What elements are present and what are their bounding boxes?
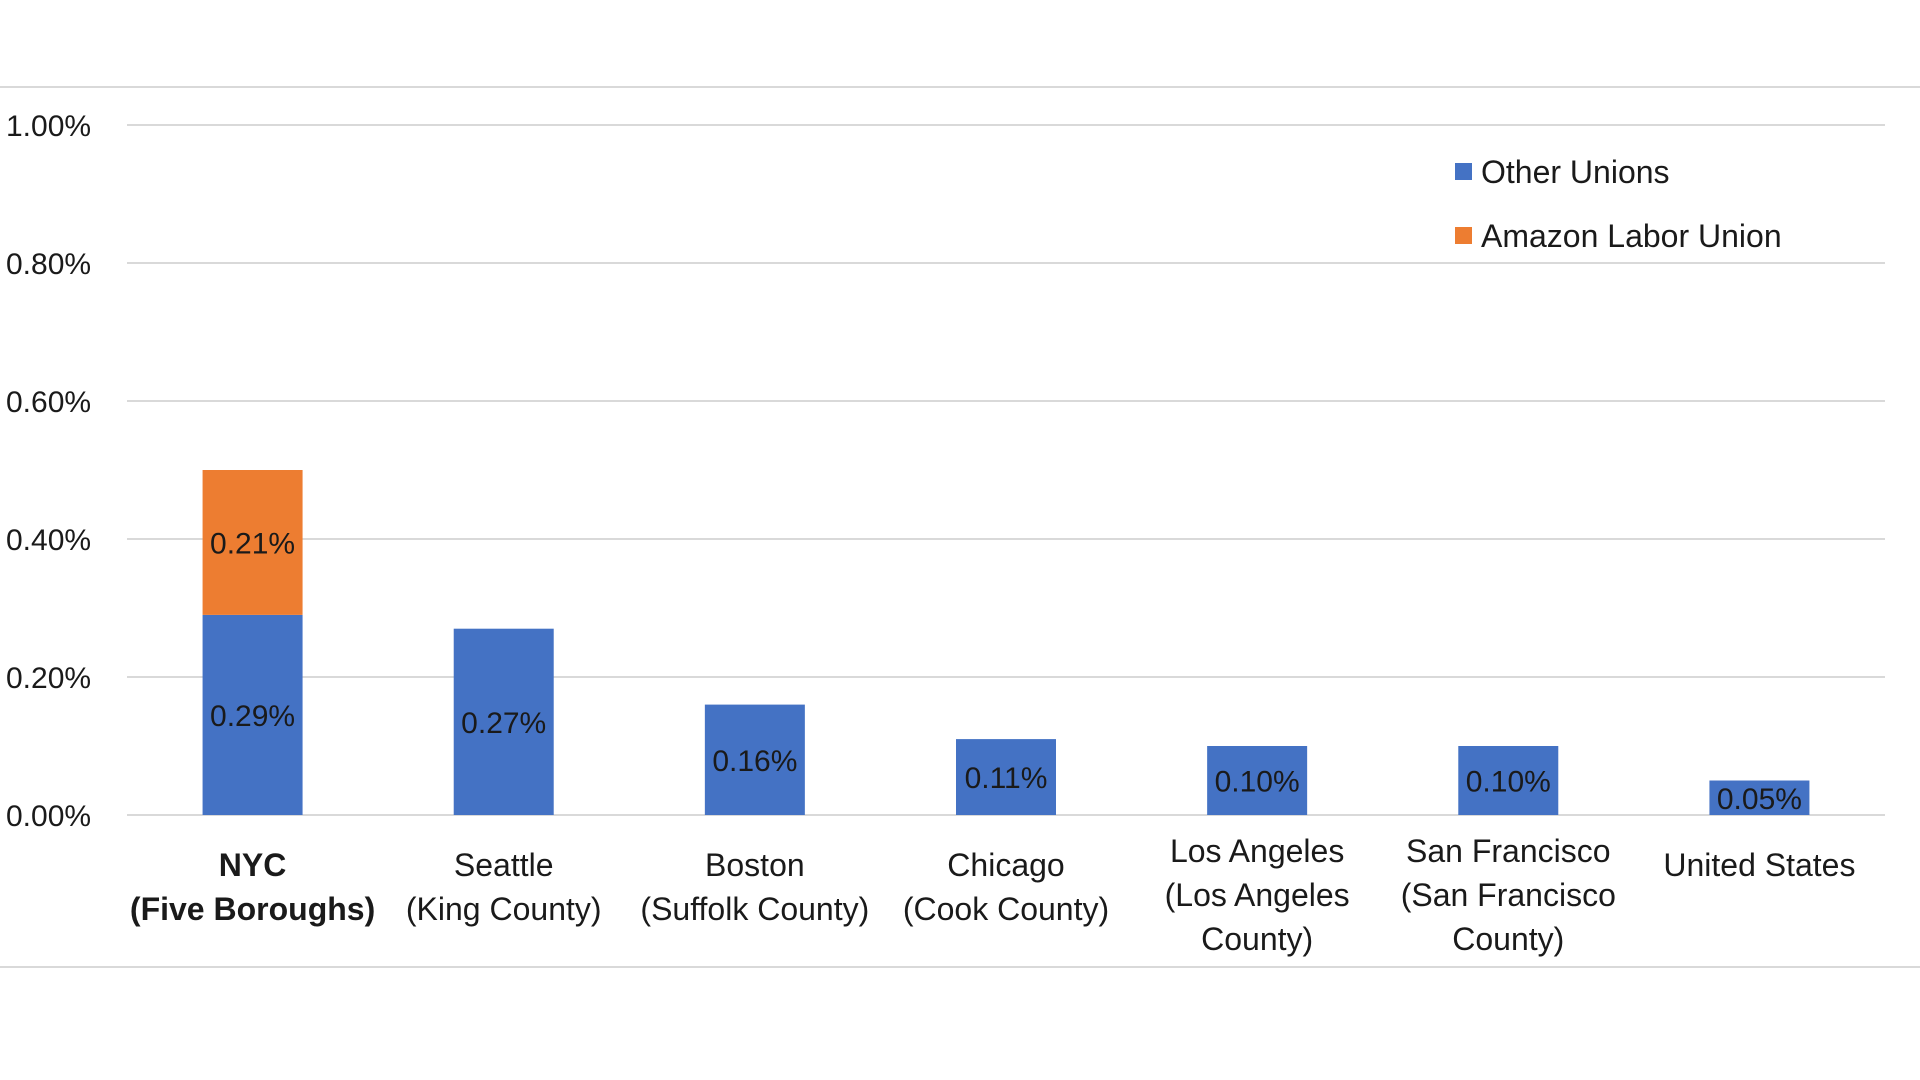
data-label: 0.10% <box>1466 766 1551 799</box>
data-label: 0.11% <box>965 762 1048 795</box>
bar-other-unions <box>956 739 1056 815</box>
bottom-border-line <box>0 966 1920 968</box>
y-tick-label: 0.80% <box>6 248 91 281</box>
y-tick-label: 0.20% <box>6 662 91 695</box>
category-label: (Los Angeles <box>1165 877 1350 913</box>
data-label: 0.29% <box>210 700 295 733</box>
bar-other-unions <box>1458 746 1559 815</box>
bar-amazon-labor-union <box>202 470 303 615</box>
category-label: County) <box>1201 921 1313 957</box>
y-tick-label: 0.00% <box>6 800 91 833</box>
category-label: United States <box>1663 847 1855 883</box>
category-label: (Five Boroughs) <box>130 891 375 927</box>
legend-swatch <box>1455 163 1472 180</box>
bar-other-unions <box>1207 746 1308 815</box>
legend-swatch <box>1455 227 1472 244</box>
category-label: Boston <box>705 847 805 883</box>
category-label: County) <box>1452 921 1564 957</box>
category-label: Seattle <box>454 847 554 883</box>
category-label: NYC <box>219 847 287 883</box>
category-label: (Suffolk County) <box>640 891 869 927</box>
data-label: 0.10% <box>1215 766 1300 799</box>
top-border-line <box>0 86 1920 88</box>
category-label: (San Francisco <box>1401 877 1616 913</box>
y-tick-label: 1.00% <box>6 110 91 143</box>
legend-label: Amazon Labor Union <box>1481 218 1782 254</box>
bar-other-unions <box>453 628 554 815</box>
data-label: 0.16% <box>712 745 797 778</box>
category-label: Chicago <box>947 847 1064 883</box>
category-label: Los Angeles <box>1170 833 1344 869</box>
data-label: 0.05% <box>1717 783 1802 816</box>
legend-label: Other Unions <box>1481 154 1670 190</box>
category-label: (Cook County) <box>903 891 1109 927</box>
bar-other-unions <box>202 614 303 815</box>
data-label: 0.27% <box>461 707 546 740</box>
category-label: San Francisco <box>1406 833 1611 869</box>
data-label: 0.21% <box>210 527 295 560</box>
category-label: (King County) <box>406 891 602 927</box>
bar-other-unions <box>704 704 805 815</box>
y-tick-label: 0.60% <box>6 386 91 419</box>
bar-other-unions <box>1709 780 1810 815</box>
y-tick-label: 0.40% <box>6 524 91 557</box>
